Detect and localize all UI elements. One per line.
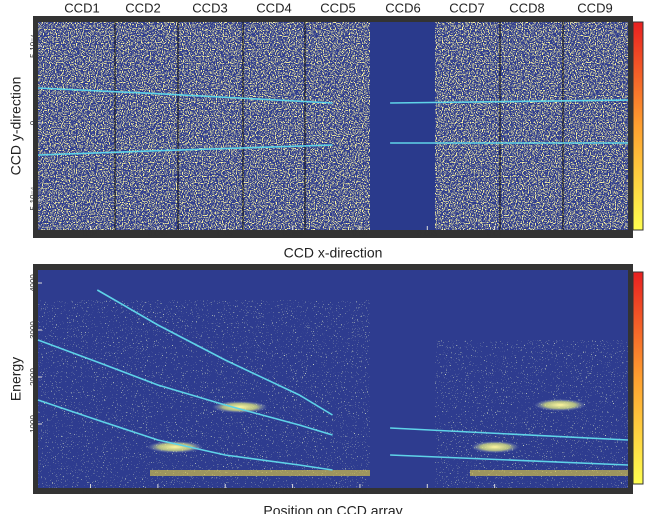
band-line <box>37 87 629 104</box>
y-tick-label: 2000 <box>29 368 38 386</box>
x-tick-label: 0.045 <box>148 487 169 496</box>
y-tick-label: 4000 <box>29 274 38 292</box>
ccd-label: CCD6 <box>385 0 420 15</box>
band-line <box>37 142 628 156</box>
ccd-label: CCD8 <box>509 0 544 15</box>
y-axis-title: Energy <box>8 357 24 401</box>
ccd-label: CCD4 <box>256 0 291 15</box>
x-tick-label: 0.06 <box>352 229 368 238</box>
density <box>435 340 628 488</box>
density <box>38 300 370 488</box>
x-tick-label: 0.06 <box>352 487 368 496</box>
y-tick-label: -5·10⁻⁴ <box>29 186 38 213</box>
band-line <box>96 289 629 441</box>
y-tick-label: 0 <box>29 120 38 125</box>
x-tick-label: 0.07 <box>487 487 503 496</box>
colorbar <box>632 21 644 231</box>
x-tick-label: 0.07 <box>487 229 503 238</box>
density <box>38 22 628 230</box>
x-tick-label: 0.04 <box>83 487 99 496</box>
ccd-borders <box>114 22 564 230</box>
x-tick-label: 0.055 <box>283 229 304 238</box>
x-tick-label: 0.055 <box>283 487 304 496</box>
ccd-label: CCD9 <box>577 0 612 15</box>
x-tick-label: 0.065 <box>417 229 438 238</box>
hot-spots <box>147 399 628 476</box>
ccd-label: CCD5 <box>320 0 355 15</box>
x-axis-title: Position on CCD array <box>263 503 402 514</box>
band-line <box>37 339 629 466</box>
y-tick-label: 3000 <box>29 321 38 339</box>
x-tick-label: 0.065 <box>417 487 438 496</box>
ccd-gap <box>370 22 435 230</box>
y-tick-label: 5·10⁻⁴ <box>29 34 38 58</box>
y-axis-title: CCD y-direction <box>8 77 24 176</box>
x-tick-label: 0.05 <box>217 229 233 238</box>
x-tick-label: 0.04 <box>83 229 99 238</box>
ccd-label: CCD3 <box>192 0 227 15</box>
band-line <box>37 399 333 471</box>
x-tick-label: 0.05 <box>217 487 233 496</box>
y-tick-label: 1000 <box>29 415 38 433</box>
ccd-label: CCD2 <box>125 0 160 15</box>
ccd-label: CCD1 <box>64 0 99 15</box>
colorbar <box>632 271 644 485</box>
x-axis-title: CCD x-direction <box>284 245 383 261</box>
x-tick-label: 0.045 <box>148 229 169 238</box>
ccd-label: CCD7 <box>449 0 484 15</box>
